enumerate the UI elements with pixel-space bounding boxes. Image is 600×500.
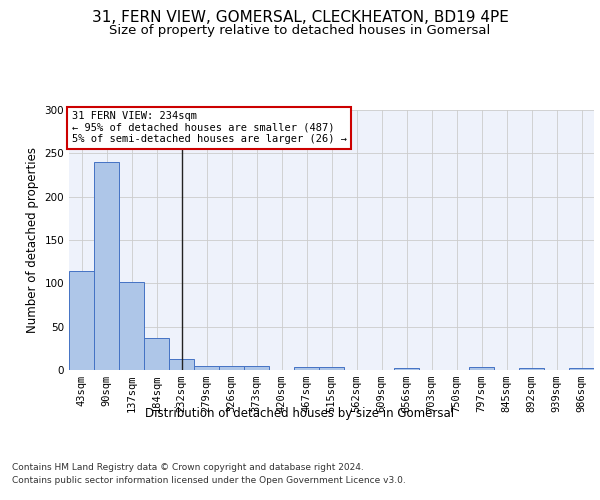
Bar — [244, 366, 269, 370]
Text: Size of property relative to detached houses in Gomersal: Size of property relative to detached ho… — [109, 24, 491, 37]
Text: Contains HM Land Registry data © Crown copyright and database right 2024.: Contains HM Land Registry data © Crown c… — [12, 462, 364, 471]
Bar — [394, 368, 419, 370]
Bar — [519, 368, 544, 370]
Bar — [144, 338, 169, 370]
Bar — [569, 368, 594, 370]
Bar — [219, 366, 244, 370]
Y-axis label: Number of detached properties: Number of detached properties — [26, 147, 39, 333]
Bar — [94, 162, 119, 370]
Bar — [294, 366, 319, 370]
Text: Distribution of detached houses by size in Gomersal: Distribution of detached houses by size … — [145, 408, 455, 420]
Bar — [119, 282, 144, 370]
Text: 31 FERN VIEW: 234sqm
← 95% of detached houses are smaller (487)
5% of semi-detac: 31 FERN VIEW: 234sqm ← 95% of detached h… — [71, 112, 347, 144]
Bar — [169, 358, 194, 370]
Bar — [469, 368, 494, 370]
Text: 31, FERN VIEW, GOMERSAL, CLECKHEATON, BD19 4PE: 31, FERN VIEW, GOMERSAL, CLECKHEATON, BD… — [92, 10, 508, 25]
Text: Contains public sector information licensed under the Open Government Licence v3: Contains public sector information licen… — [12, 476, 406, 485]
Bar — [319, 366, 344, 370]
Bar — [194, 366, 219, 370]
Bar — [69, 271, 94, 370]
